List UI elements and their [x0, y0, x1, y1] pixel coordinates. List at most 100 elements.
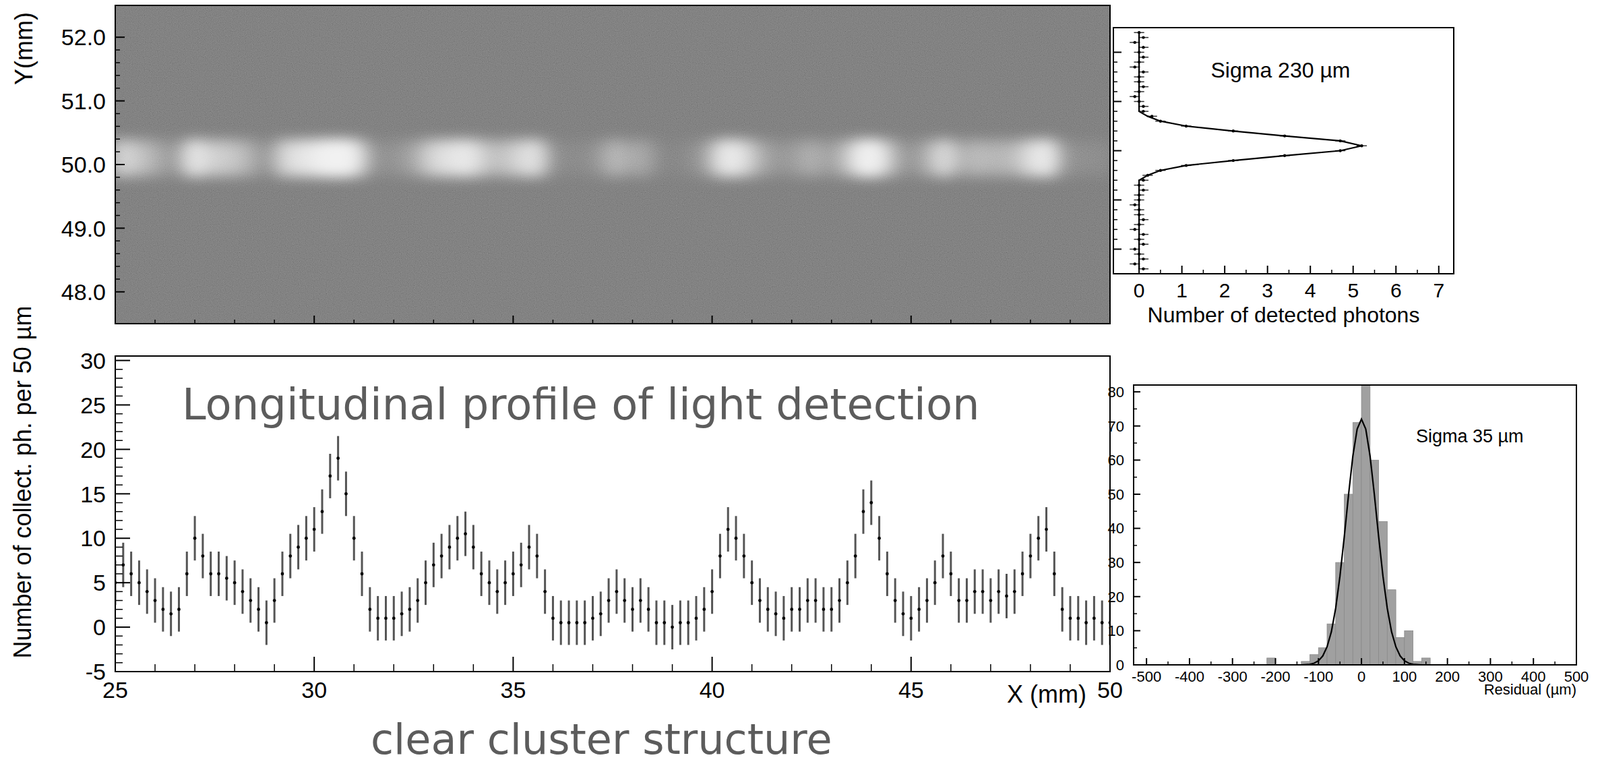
point — [320, 509, 325, 513]
error-bar — [607, 578, 610, 623]
x-minor-tick — [671, 319, 674, 324]
point — [208, 572, 213, 576]
point — [1133, 247, 1137, 251]
x-tick-label: 25 — [102, 676, 129, 703]
y-minor-tick — [115, 395, 123, 397]
x-tick — [711, 656, 714, 672]
error-bar — [138, 560, 141, 605]
error-bar — [599, 591, 602, 636]
point — [1141, 45, 1145, 49]
annotation: Longitudinal profile of light detection — [181, 379, 980, 430]
x-tick — [313, 315, 315, 324]
point — [423, 580, 428, 585]
bar — [1267, 657, 1276, 665]
x-tick-label: -500 — [1131, 667, 1162, 685]
x-tick — [910, 315, 912, 324]
y-minor-tick — [115, 176, 120, 178]
point — [814, 598, 818, 602]
y-minor-tick — [1113, 238, 1118, 240]
point — [471, 545, 476, 549]
point — [432, 562, 436, 567]
x-tick — [910, 656, 912, 672]
point — [869, 500, 873, 505]
point — [853, 554, 858, 558]
error-bar — [775, 591, 778, 636]
error-bar — [591, 595, 594, 641]
error-bar — [456, 515, 459, 561]
x-minor-tick — [1203, 269, 1205, 274]
y-minor-tick — [115, 138, 120, 140]
point — [948, 572, 953, 576]
point — [200, 554, 205, 558]
error-bar — [241, 568, 244, 614]
error-bar — [408, 587, 411, 632]
error-bar — [336, 436, 340, 481]
error-bar — [766, 587, 769, 632]
error-bar — [1037, 515, 1040, 561]
point — [1076, 616, 1080, 621]
point — [686, 620, 691, 625]
x-tick — [1360, 657, 1363, 665]
x-tick — [1317, 657, 1319, 665]
x-tick — [1352, 265, 1355, 274]
error-bar — [273, 578, 276, 623]
y-minor-tick — [115, 475, 123, 477]
error-bar — [313, 506, 316, 552]
x-minor-tick — [1069, 663, 1071, 672]
point — [662, 620, 666, 625]
x-minor-tick — [1382, 661, 1384, 665]
x-tick — [512, 315, 514, 324]
error-bar — [154, 578, 157, 623]
y-tick-label: 52.0 — [61, 24, 106, 50]
x-minor-tick — [433, 319, 435, 324]
error-bar — [917, 587, 920, 632]
y-minor-tick — [1113, 208, 1118, 211]
point — [1141, 84, 1145, 88]
y-tick-label: 30 — [1108, 554, 1125, 571]
error-bar — [217, 551, 220, 596]
error-bar — [894, 578, 897, 623]
error-bar — [353, 515, 356, 561]
error-bar — [870, 480, 873, 526]
y-tick-label: 5 — [93, 569, 106, 596]
x-tick — [1438, 265, 1440, 274]
x-minor-tick — [990, 319, 992, 324]
error-bar — [838, 578, 841, 623]
x-minor-tick — [433, 663, 435, 672]
y-tick-label: 49.0 — [61, 215, 106, 242]
y-tick-label: 40 — [1108, 519, 1125, 537]
x-minor-tick — [1554, 661, 1556, 665]
point — [1133, 203, 1137, 207]
error-bar — [440, 533, 443, 579]
annotation: clear cluster structure — [370, 714, 833, 764]
y-tick — [115, 537, 131, 539]
error-bar — [583, 600, 586, 645]
point — [1141, 105, 1145, 108]
x-tick-label: 2 — [1219, 279, 1231, 302]
error-bar — [679, 600, 682, 645]
y-minor-tick — [115, 661, 123, 664]
error-bar — [146, 568, 149, 614]
x-tick — [1403, 657, 1406, 665]
point — [559, 620, 563, 625]
y-minor-tick — [115, 644, 123, 646]
point — [1141, 242, 1145, 246]
error-bar — [671, 604, 674, 650]
point — [1060, 607, 1065, 611]
plot-ground — [1133, 384, 1577, 665]
x-minor-tick — [1245, 269, 1247, 274]
y-minor-tick — [1113, 130, 1118, 133]
x-minor-tick — [154, 319, 156, 324]
y-tick-label: 25 — [80, 392, 106, 418]
error-bar — [257, 587, 260, 632]
point — [495, 589, 499, 594]
point — [837, 598, 842, 602]
point — [241, 589, 245, 594]
x-minor-tick — [393, 319, 395, 324]
point — [647, 607, 651, 611]
y-minor-tick — [1133, 544, 1137, 546]
error-bar — [233, 560, 236, 605]
error-bar — [1093, 595, 1096, 641]
x-axis — [115, 315, 1111, 324]
y-tick-label: 70 — [1108, 417, 1125, 435]
